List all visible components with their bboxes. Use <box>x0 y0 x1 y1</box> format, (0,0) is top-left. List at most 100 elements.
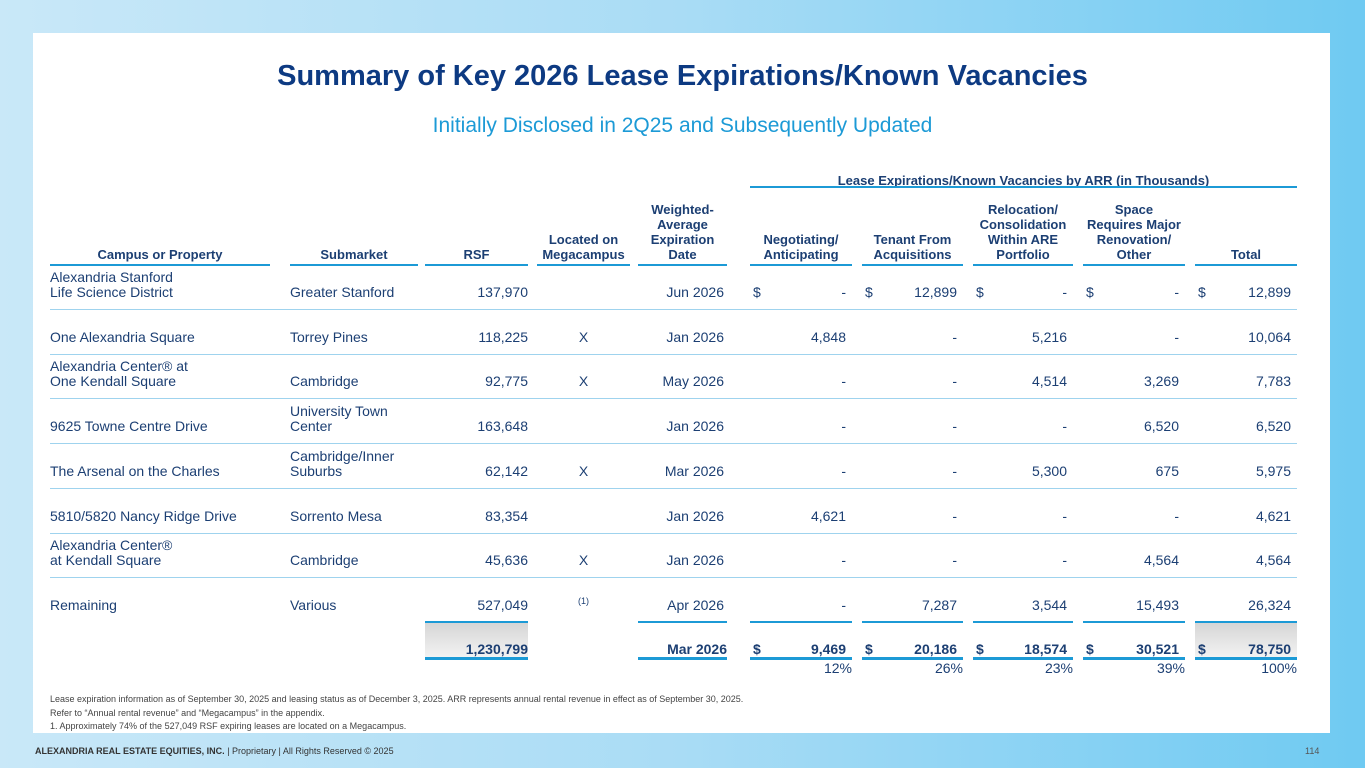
column-header-tenant: Tenant From Acquisitions <box>873 232 952 262</box>
cell-reloc: - <box>1062 284 1067 300</box>
cell-reloc: 4,514 <box>1031 373 1067 390</box>
cell-neg: - <box>841 462 846 479</box>
footer-company: ALEXANDRIA REAL ESTATE EQUITIES, INC. <box>35 746 225 756</box>
header-underline <box>425 264 528 266</box>
row-divider <box>50 353 1297 355</box>
percent-total: 100% <box>1261 660 1297 676</box>
subtotal-underline <box>425 620 528 623</box>
header-underline <box>1195 264 1297 266</box>
cell-total: 6,520 <box>1255 418 1291 435</box>
cell-tenant: - <box>952 418 957 435</box>
cell-total: 4,621 <box>1255 507 1291 524</box>
cell-tenant: - <box>952 507 957 524</box>
cell-space: 3,269 <box>1143 373 1179 390</box>
cell-space: 15,493 <box>1136 596 1179 613</box>
row-divider <box>50 309 1297 310</box>
column-header-space: Space Requires Major Renovation/ Other <box>1087 202 1181 262</box>
cell-reloc: - <box>1062 418 1067 435</box>
row-divider <box>50 577 1297 579</box>
cell-date: Apr 2026 <box>667 596 724 613</box>
header-underline <box>638 264 727 266</box>
subtotal-underline <box>862 620 963 623</box>
cell-total: 26,324 <box>1248 596 1291 613</box>
row-divider <box>50 487 1297 489</box>
row-divider <box>50 443 1297 445</box>
subtotal-underline <box>638 620 727 623</box>
cell-tenant: 12,899 <box>914 284 957 300</box>
total-space: 30,521 <box>1136 641 1179 657</box>
total-rsf: 1,230,799 <box>465 641 528 657</box>
subtotal-underline <box>1083 620 1185 623</box>
cell-submarket: Cambridge <box>290 373 359 390</box>
cell-date: Mar 2026 <box>664 462 724 479</box>
cell-tenant: - <box>952 328 957 345</box>
percent-space: 39% <box>1156 660 1185 676</box>
total-date: Mar 2026 <box>667 641 727 657</box>
currency-symbol: $ <box>753 284 761 300</box>
cell-property: Alexandria Stanford Life Science Distric… <box>50 269 173 300</box>
page-subtitle: Initially Disclosed in 2Q25 and Subseque… <box>432 114 933 137</box>
currency-symbol: $ <box>1086 641 1094 657</box>
total-underline <box>1195 657 1297 660</box>
cell-rsf: 45,636 <box>485 552 528 569</box>
percent-neg: 12% <box>823 660 852 676</box>
total-shade <box>1195 623 1297 657</box>
note-3: 1. Approximately 74% of the 527,049 RSF … <box>50 721 407 731</box>
cell-neg: - <box>841 284 846 300</box>
total-underline <box>1083 657 1185 660</box>
total-neg: 9,469 <box>810 641 846 657</box>
cell-neg: - <box>841 596 846 613</box>
cell-neg: - <box>841 552 846 569</box>
row-divider <box>50 398 1297 400</box>
cell-reloc: 5,300 <box>1031 462 1067 479</box>
total-underline <box>973 657 1073 660</box>
cell-neg: 4,848 <box>810 328 846 345</box>
currency-symbol: $ <box>865 284 873 300</box>
cell-submarket: Greater Stanford <box>290 284 395 300</box>
column-header-mega: Located on Megacampus <box>542 232 625 262</box>
cell-reloc: - <box>1062 552 1067 569</box>
cell-submarket: Cambridge/Inner Suburbs <box>290 447 395 479</box>
column-header-date: Weighted- Average Expiration Date <box>650 202 715 262</box>
cell-total: 7,783 <box>1255 373 1291 390</box>
subtotal-underline <box>1195 620 1297 623</box>
note-2: Refer to “Annual rental revenue” and “Me… <box>50 708 325 718</box>
cell-tenant: - <box>952 462 957 479</box>
cell-date: Jan 2026 <box>666 552 724 569</box>
group-header: Lease Expirations/Known Vacancies by ARR… <box>837 173 1210 188</box>
row-divider <box>50 532 1297 534</box>
cell-property: Remaining <box>50 596 117 613</box>
currency-symbol: $ <box>865 641 873 657</box>
slide-card <box>33 33 1330 733</box>
cell-space: 4,564 <box>1143 552 1179 569</box>
column-header-total: Total <box>1230 247 1262 262</box>
cell-rsf: 62,142 <box>485 462 528 479</box>
cell-rsf: 137,970 <box>477 284 528 300</box>
cell-property: One Alexandria Square <box>50 328 195 345</box>
cell-total: 12,899 <box>1248 284 1291 300</box>
cell-mega: X <box>578 552 589 569</box>
header-underline <box>973 264 1073 266</box>
header-underline <box>50 264 270 266</box>
cell-total: 10,064 <box>1248 328 1291 345</box>
percent-tenant: 26% <box>934 660 963 676</box>
cell-reloc: 5,216 <box>1031 328 1067 345</box>
cell-total: 5,975 <box>1255 462 1291 479</box>
cell-submarket: Various <box>290 596 337 613</box>
header-underline <box>537 264 630 266</box>
column-header-submarket: Submarket <box>320 247 388 262</box>
cell-date: Jan 2026 <box>666 507 724 524</box>
cell-reloc: - <box>1062 507 1067 524</box>
cell-date: Jun 2026 <box>666 284 724 300</box>
total-underline <box>425 657 528 660</box>
total-underline <box>750 657 852 660</box>
cell-property: Alexandria Center® at One Kendall Square <box>50 358 188 390</box>
page-number: 114 <box>1305 746 1320 756</box>
cell-date: Jan 2026 <box>666 418 724 435</box>
header-underline <box>290 264 418 266</box>
cell-neg: - <box>841 418 846 435</box>
cell-property: Alexandria Center® at Kendall Square <box>50 537 173 569</box>
column-header-property: Campus or Property <box>97 247 223 262</box>
cell-neg: - <box>841 373 846 390</box>
cell-space: - <box>1174 328 1179 345</box>
